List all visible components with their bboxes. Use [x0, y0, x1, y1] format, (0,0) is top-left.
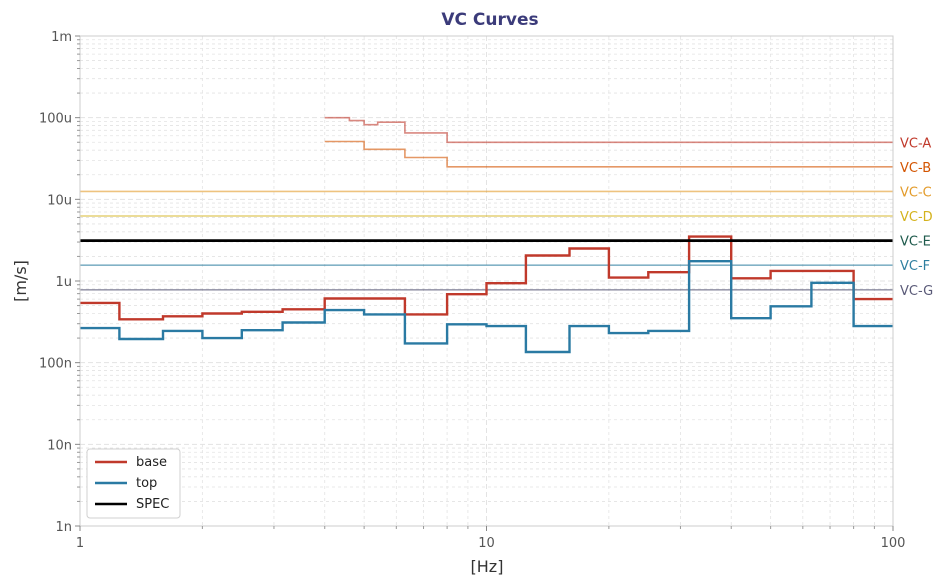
vc-a-label: VC-A — [900, 136, 931, 151]
vc-d-label: VC-D — [900, 210, 933, 225]
y-tick-label: 100u — [39, 112, 72, 127]
legend-label-spec: SPEC — [136, 497, 169, 512]
legend-label-base: base — [136, 455, 167, 470]
vc-b-label: VC-B — [900, 161, 931, 176]
data-series — [80, 235, 893, 354]
grid — [80, 36, 893, 526]
legend-label-top: top — [136, 476, 157, 491]
vc-curve-labels: VC-A VC-B VC-C VC-D VC-E VC-F VC-G — [900, 136, 933, 299]
base-series-line — [80, 235, 893, 321]
vc-b-curve — [324, 140, 893, 168]
y-tick-label: 100n — [39, 357, 72, 372]
y-axis-ticks: 1n 10n 100n 1u 10u 100u 1m — [39, 30, 80, 535]
legend: base top SPEC — [86, 448, 181, 519]
y-tick-label: 1m — [51, 30, 72, 45]
y-tick-label: 10n — [47, 438, 72, 453]
top-series-line — [80, 260, 893, 354]
y-tick-label: 1n — [55, 520, 72, 535]
x-tick-label: 10 — [478, 536, 495, 551]
y-tick-label: 10u — [47, 193, 72, 208]
vc-f-label: VC-F — [900, 259, 930, 274]
vc-a-curve — [324, 116, 893, 144]
x-tick-label: 1 — [76, 536, 84, 551]
y-tick-label: 1u — [55, 275, 72, 290]
vc-g-label: VC-G — [900, 284, 933, 299]
legend-box — [86, 448, 181, 519]
y-axis-label: [m/s] — [11, 260, 30, 302]
vc-c-label: VC-C — [900, 185, 932, 200]
x-tick-label: 100 — [881, 536, 906, 551]
x-axis-ticks: 1 10 100 — [76, 526, 906, 551]
x-axis-label: [Hz] — [471, 557, 504, 576]
vc-e-label: VC-E — [900, 235, 931, 250]
chart-title: VC Curves — [441, 10, 538, 30]
